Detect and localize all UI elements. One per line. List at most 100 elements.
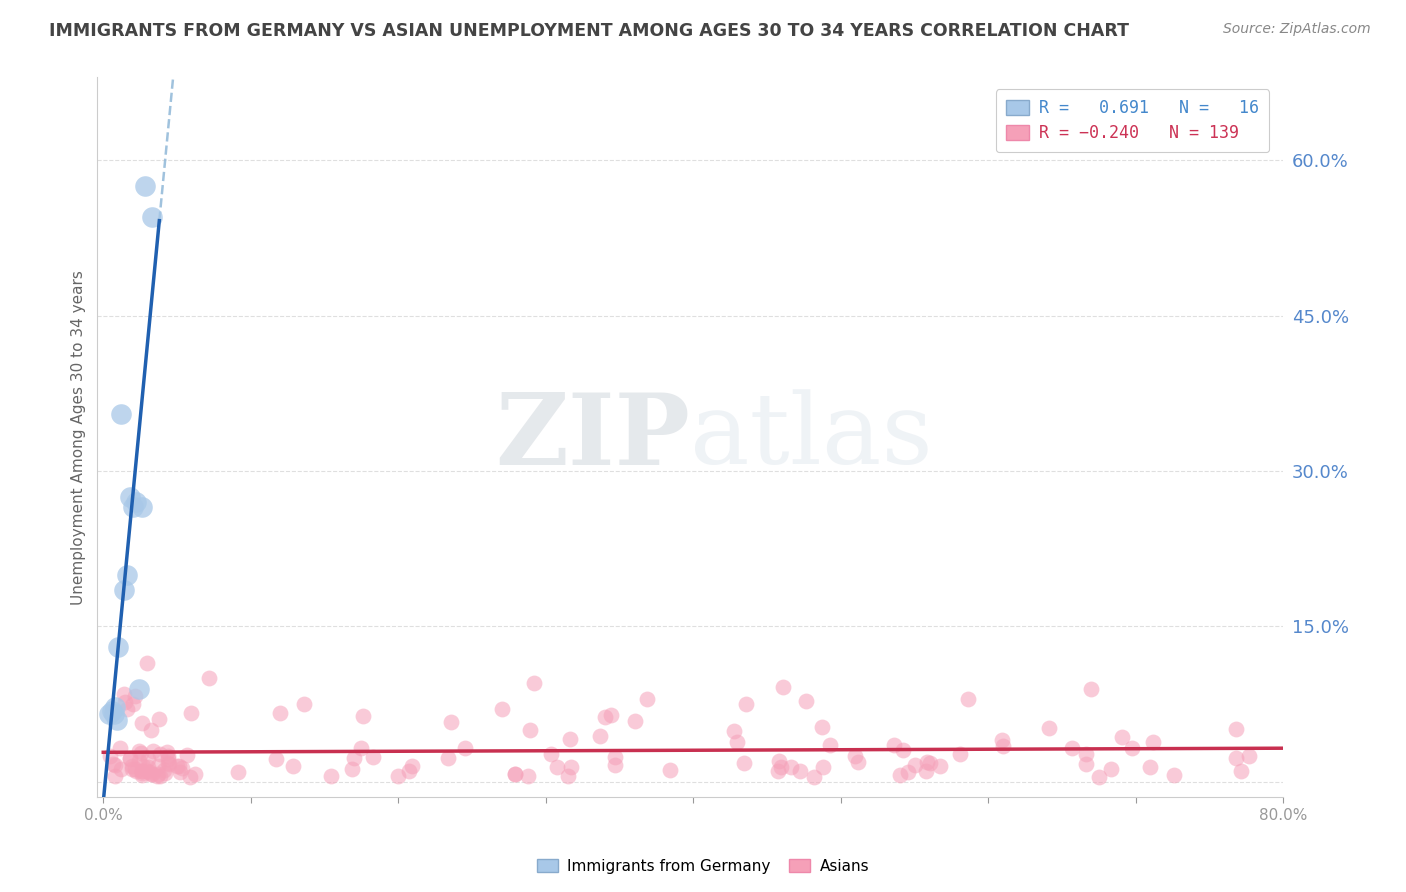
Point [929,759,952,773]
Point [1080,681,1102,696]
Point [1142,735,1164,749]
Point [132,759,155,773]
Point [141,766,163,780]
Point [292,697,315,711]
Point [560,760,582,774]
Point [149,747,172,762]
Point [1121,741,1143,756]
Point [131,716,153,731]
Point [803,770,825,784]
Point [156,756,179,770]
Point [121,500,143,515]
Point [131,500,153,515]
Point [623,714,645,729]
Point [915,755,938,769]
Point [135,764,157,779]
Point [1074,757,1097,772]
Point [129,746,152,760]
Point [599,708,621,723]
Point [104,769,127,783]
Point [114,694,136,708]
Point [772,680,794,694]
Point [990,733,1012,747]
Point [343,751,366,765]
Legend: Immigrants from Germany, Asians: Immigrants from Germany, Asians [530,853,876,880]
Point [889,767,911,781]
Point [505,767,527,781]
Point [519,723,541,737]
Point [118,490,141,504]
Point [454,741,477,756]
Point [1088,770,1111,784]
Point [540,747,562,761]
Point [733,756,755,770]
Point [121,759,143,773]
Point [107,640,129,655]
Point [517,769,540,783]
Point [146,769,169,783]
Point [179,706,201,720]
Point [794,694,817,708]
Point [387,769,409,783]
Point [103,707,125,722]
Text: atlas: atlas [690,390,934,485]
Point [605,758,627,772]
Point [104,757,127,772]
Point [768,754,790,768]
Point [1225,750,1247,764]
Point [1163,768,1185,782]
Point [1237,748,1260,763]
Point [491,702,513,716]
Point [226,764,249,779]
Point [139,764,162,779]
Point [769,760,792,774]
Point [957,691,980,706]
Point [780,760,803,774]
Point [156,745,179,759]
Point [269,706,291,721]
Point [142,744,165,758]
Point [125,764,148,778]
Point [883,738,905,752]
Point [153,764,176,778]
Point [138,760,160,774]
Point [110,762,132,776]
Point [349,741,371,756]
Point [179,770,201,784]
Point [436,750,458,764]
Text: Source: ZipAtlas.com: Source: ZipAtlas.com [1223,22,1371,37]
Point [148,712,170,726]
Point [1076,747,1098,761]
Point [156,748,179,763]
Point [108,741,131,756]
Point [139,723,162,737]
Point [176,748,198,763]
Point [121,697,143,711]
Point [546,760,568,774]
Text: IMMIGRANTS FROM GERMANY VS ASIAN UNEMPLOYMENT AMONG AGES 30 TO 34 YEARS CORRELAT: IMMIGRANTS FROM GERMANY VS ASIAN UNEMPLO… [49,22,1129,40]
Point [128,681,150,696]
Point [172,762,194,776]
Point [439,715,461,730]
Point [363,749,385,764]
Point [949,747,972,761]
Point [115,702,138,716]
Point [131,764,153,778]
Point [110,407,132,421]
Point [589,729,612,743]
Point [115,567,138,582]
Point [169,764,191,779]
Point [920,756,942,771]
Point [352,709,374,723]
Point [98,707,121,722]
Point [897,764,920,779]
Point [101,705,124,719]
Point [131,764,153,779]
Point [523,676,546,690]
Point [146,759,169,773]
Point [558,731,581,746]
Point [134,179,156,194]
Point [904,757,927,772]
Point [114,687,136,701]
Point [319,769,342,783]
